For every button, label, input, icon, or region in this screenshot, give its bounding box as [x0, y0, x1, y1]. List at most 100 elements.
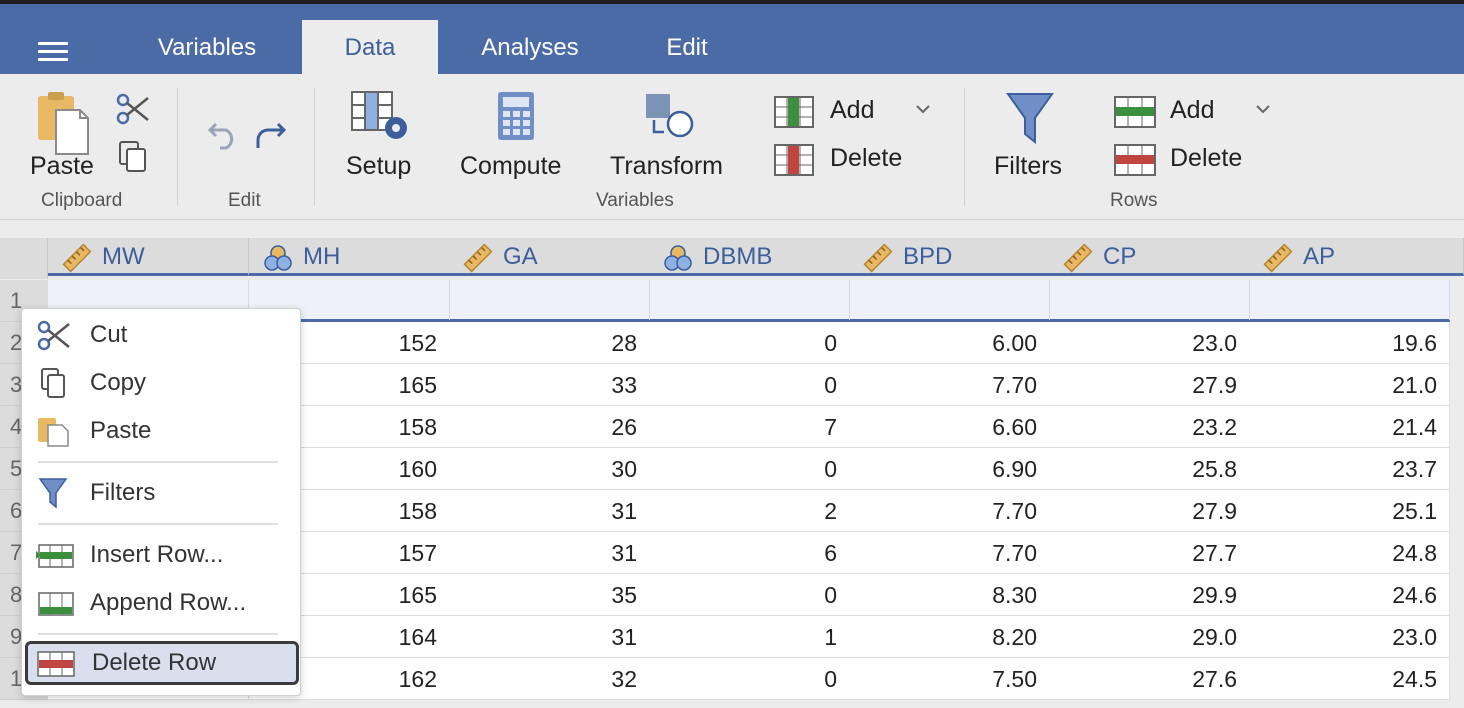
- add-row-label[interactable]: Add: [1170, 96, 1215, 124]
- table-cell[interactable]: 7.70: [849, 490, 1050, 532]
- column-header-bpd[interactable]: BPD: [849, 238, 1050, 276]
- delete-variable-icon[interactable]: [774, 144, 814, 176]
- setup-icon[interactable]: [350, 90, 414, 144]
- table-cell[interactable]: 19.6: [1249, 322, 1450, 364]
- table-cell[interactable]: 6.90: [849, 448, 1050, 490]
- table-cell[interactable]: 32: [449, 658, 650, 700]
- tab-variables[interactable]: Variables: [157, 34, 257, 61]
- paste-button-label[interactable]: Paste: [30, 152, 94, 180]
- tab-analyses[interactable]: Analyses: [481, 34, 579, 61]
- table-cell[interactable]: 6.00: [849, 322, 1050, 364]
- add-variable-label[interactable]: Add: [830, 96, 875, 124]
- table-cell[interactable]: 7: [649, 406, 850, 448]
- filters-button-label[interactable]: Filters: [994, 152, 1063, 180]
- table-cell[interactable]: 31: [449, 532, 650, 574]
- rows-group-label: Rows: [1110, 190, 1158, 211]
- table-cell[interactable]: 0: [649, 322, 850, 364]
- table-cell[interactable]: 30: [449, 448, 650, 490]
- table-cell[interactable]: 26: [449, 406, 650, 448]
- table-cell[interactable]: 24.6: [1249, 574, 1450, 616]
- table-cell[interactable]: [48, 280, 249, 320]
- table-cell[interactable]: 24.8: [1249, 532, 1450, 574]
- table-cell[interactable]: 23.0: [1249, 616, 1450, 658]
- table-cell[interactable]: 31: [449, 616, 650, 658]
- copy-icon[interactable]: [118, 140, 148, 174]
- table-cell[interactable]: 27.6: [1049, 658, 1250, 700]
- table-cell[interactable]: 35: [449, 574, 650, 616]
- menu-item-copy[interactable]: Copy: [22, 361, 302, 405]
- column-header-mh[interactable]: MH: [249, 238, 450, 276]
- hamburger-menu-icon[interactable]: [38, 42, 68, 62]
- table-cell[interactable]: 29.0: [1049, 616, 1250, 658]
- column-header-ga[interactable]: GA: [449, 238, 650, 276]
- add-variable-icon[interactable]: [774, 96, 814, 128]
- table-cell[interactable]: 7.70: [849, 364, 1050, 406]
- redo-icon[interactable]: [254, 116, 288, 150]
- filter-icon[interactable]: [1006, 92, 1054, 145]
- table-cell[interactable]: 27.7: [1049, 532, 1250, 574]
- add-row-icon[interactable]: [1114, 96, 1156, 128]
- table-cell[interactable]: [449, 280, 650, 320]
- table-cell[interactable]: 23.2: [1049, 406, 1250, 448]
- column-header-ap[interactable]: AP: [1249, 238, 1464, 276]
- compute-button-label[interactable]: Compute: [460, 152, 562, 180]
- chevron-down-icon[interactable]: [1254, 102, 1272, 116]
- chevron-down-icon[interactable]: [914, 102, 932, 116]
- table-cell[interactable]: 2: [649, 490, 850, 532]
- menu-item-filters[interactable]: Filters: [22, 471, 302, 515]
- table-cell[interactable]: [649, 280, 850, 320]
- paste-icon: [36, 415, 72, 447]
- table-cell[interactable]: 1: [649, 616, 850, 658]
- table-cell[interactable]: 21.0: [1249, 364, 1450, 406]
- table-cell[interactable]: [1249, 280, 1450, 320]
- table-cell[interactable]: 7.70: [849, 532, 1050, 574]
- calculator-icon[interactable]: [496, 90, 536, 142]
- table-cell[interactable]: 24.5: [1249, 658, 1450, 700]
- table-cell[interactable]: [1049, 280, 1250, 320]
- table-cell[interactable]: 23.0: [1049, 322, 1250, 364]
- table-cell[interactable]: 0: [649, 574, 850, 616]
- table-cell[interactable]: 6.60: [849, 406, 1050, 448]
- table-cell[interactable]: 23.7: [1249, 448, 1450, 490]
- table-cell[interactable]: 21.4: [1249, 406, 1450, 448]
- menu-item-delete-row[interactable]: Delete Row: [25, 641, 299, 685]
- undo-icon[interactable]: [206, 116, 240, 150]
- table-cell[interactable]: 7.50: [849, 658, 1050, 700]
- menu-item-label: Append Row...: [90, 589, 247, 616]
- transform-icon[interactable]: [644, 92, 696, 142]
- table-cell[interactable]: 0: [649, 658, 850, 700]
- column-name: CP: [1103, 243, 1137, 270]
- table-cell[interactable]: 0: [649, 448, 850, 490]
- table-cell[interactable]: [849, 280, 1050, 320]
- delete-row-icon[interactable]: [1114, 144, 1156, 176]
- tab-data[interactable]: Data: [302, 20, 438, 78]
- menu-item-append-row[interactable]: Append Row...: [22, 581, 302, 625]
- delete-variable-label[interactable]: Delete: [830, 144, 903, 172]
- paste-icon[interactable]: [36, 90, 90, 156]
- table-cell[interactable]: [249, 280, 450, 320]
- tab-edit[interactable]: Edit: [666, 34, 708, 61]
- table-cell[interactable]: 27.9: [1049, 364, 1250, 406]
- cut-icon[interactable]: [116, 92, 150, 126]
- table-cell[interactable]: 29.9: [1049, 574, 1250, 616]
- table-cell[interactable]: 33: [449, 364, 650, 406]
- table-cell[interactable]: 6: [649, 532, 850, 574]
- column-header-dbmb[interactable]: DBMB: [649, 238, 850, 276]
- transform-button-label[interactable]: Transform: [610, 152, 723, 180]
- table-cell[interactable]: 8.20: [849, 616, 1050, 658]
- menu-item-insert-row[interactable]: Insert Row...: [22, 533, 302, 577]
- table-cell[interactable]: 27.9: [1049, 490, 1250, 532]
- table-cell[interactable]: 8.30: [849, 574, 1050, 616]
- column-name: GA: [503, 243, 538, 270]
- delete-row-label[interactable]: Delete: [1170, 144, 1243, 172]
- menu-item-paste[interactable]: Paste: [22, 409, 302, 453]
- column-header-mw[interactable]: MW: [48, 238, 249, 276]
- table-cell[interactable]: 28: [449, 322, 650, 364]
- menu-item-cut[interactable]: Cut: [22, 313, 302, 357]
- table-cell[interactable]: 0: [649, 364, 850, 406]
- table-cell[interactable]: 25.8: [1049, 448, 1250, 490]
- column-header-cp[interactable]: CP: [1049, 238, 1250, 276]
- table-cell[interactable]: 31: [449, 490, 650, 532]
- setup-button-label[interactable]: Setup: [346, 152, 412, 180]
- table-cell[interactable]: 25.1: [1249, 490, 1450, 532]
